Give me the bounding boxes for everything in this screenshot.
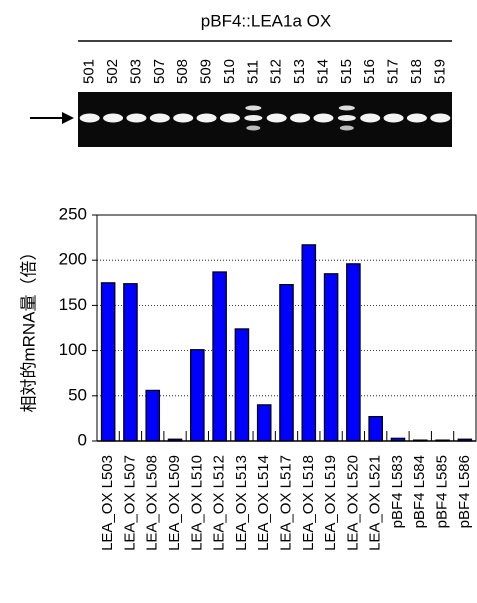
lane-label: 516 [361, 59, 378, 84]
lane-label: 514 [314, 59, 331, 84]
gel-band [384, 114, 404, 123]
x-tick-label: LEA_OX L521 [367, 455, 384, 551]
x-tick-label: LEA_OX L512 [211, 455, 228, 551]
gel-band [360, 114, 380, 123]
gel-band [313, 114, 333, 123]
gel-band [338, 115, 356, 121]
lane-label: 510 [221, 59, 238, 84]
bar [235, 329, 248, 441]
gel-band [267, 114, 287, 123]
lane-label: 517 [385, 59, 402, 84]
lane-label: 501 [81, 59, 98, 84]
x-tick-label: LEA_OX L514 [255, 455, 272, 551]
lane-label: 502 [104, 59, 121, 84]
x-tick-label: LEA_OX L520 [344, 455, 361, 551]
gel-band [430, 114, 450, 123]
gel-band [197, 114, 217, 123]
gel-band [245, 106, 261, 111]
y-tick-label: 200 [59, 250, 87, 269]
x-tick-label: LEA_OX L518 [300, 455, 317, 551]
lane-label: 508 [174, 59, 191, 84]
bar [191, 350, 204, 441]
lane-label: 518 [408, 59, 425, 84]
lane-label: 513 [291, 59, 308, 84]
y-tick-label: 100 [59, 340, 87, 359]
x-tick-label: LEA_OX L503 [99, 455, 116, 551]
bar [302, 245, 315, 441]
x-tick-label: LEA_OX L508 [144, 455, 161, 551]
gel-band [150, 114, 170, 123]
arrow [30, 112, 74, 124]
y-tick-label: 250 [59, 204, 87, 223]
x-tick-label: LEA_OX L509 [166, 455, 183, 551]
gel-band [173, 114, 193, 123]
gel-band [340, 126, 354, 131]
lane-label: 503 [127, 59, 144, 84]
bar [369, 417, 382, 441]
bar [101, 283, 114, 441]
lane-label: 509 [198, 59, 215, 84]
gel-band [246, 126, 260, 131]
gel-band [407, 114, 427, 123]
lane-label: 507 [151, 59, 168, 84]
lane-label: 511 [244, 60, 261, 84]
gel-band [339, 106, 355, 111]
lane-label: 515 [338, 59, 355, 84]
bar [124, 284, 137, 441]
bar [324, 274, 337, 441]
bar [347, 264, 360, 441]
bar [146, 390, 159, 441]
y-tick-label: 0 [78, 430, 87, 449]
bar [213, 272, 226, 441]
bar [280, 285, 293, 441]
x-tick-label: LEA_OX L507 [121, 455, 138, 551]
figure: pBF4::LEA1a OX 相対的mRNA量（倍） 5015025035075… [0, 0, 477, 603]
x-tick-label: LEA_OX L517 [277, 455, 294, 551]
gel-band [220, 114, 240, 123]
y-tick-label: 150 [59, 295, 87, 314]
x-tick-label: pBF4 L583 [389, 455, 406, 528]
gel-title: pBF4::LEA1a OX [201, 11, 331, 30]
gel-band [80, 114, 100, 123]
gel-band [244, 115, 262, 121]
bar [258, 405, 271, 441]
x-tick-label: pBF4 L586 [456, 455, 473, 528]
x-tick-label: LEA_OX L513 [233, 455, 250, 551]
lane-label: 519 [431, 59, 448, 84]
gel-band [103, 114, 123, 123]
lane-label: 512 [268, 59, 285, 84]
y-axis-label: 相対的mRNA量（倍） [19, 243, 38, 412]
x-tick-label: pBF4 L585 [434, 455, 451, 528]
page: pBF4::LEA1a OX 相対的mRNA量（倍） 5015025035075… [0, 0, 477, 603]
x-tick-label: LEA_OX L519 [322, 455, 339, 551]
gel-band [290, 114, 310, 123]
gel-band [126, 114, 146, 123]
x-tick-label: LEA_OX L510 [188, 455, 205, 551]
y-tick-label: 50 [68, 385, 87, 404]
x-tick-label: pBF4 L584 [411, 455, 428, 528]
